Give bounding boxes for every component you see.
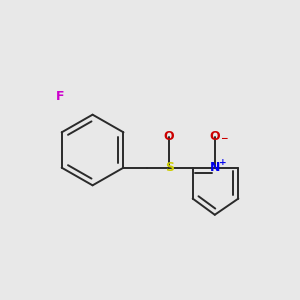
- Text: S: S: [165, 161, 174, 174]
- Text: O: O: [164, 130, 175, 143]
- Text: N: N: [210, 161, 220, 174]
- Text: F: F: [56, 91, 64, 103]
- Text: +: +: [219, 158, 227, 167]
- Text: O: O: [209, 130, 220, 143]
- Text: −: −: [220, 134, 227, 143]
